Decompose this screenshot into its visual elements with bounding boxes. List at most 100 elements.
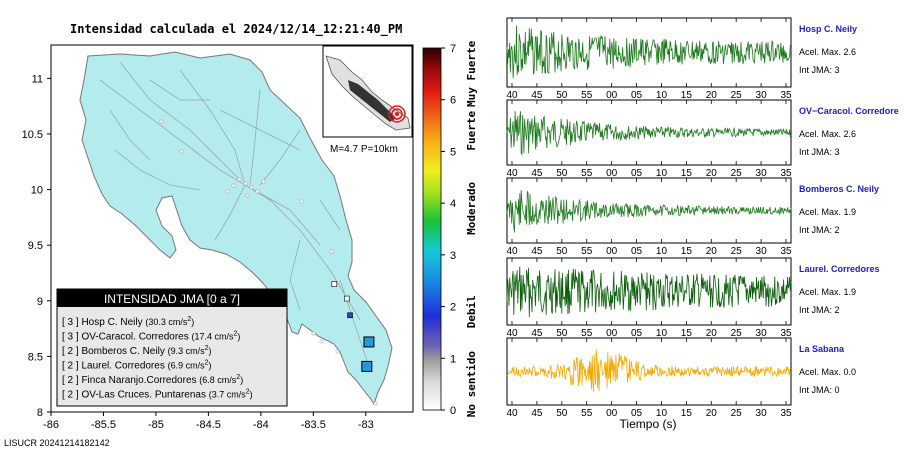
- seismogram-tick-label: 50: [556, 408, 568, 419]
- colorbar-tick-label: 3: [450, 250, 456, 262]
- seismogram-tick-label: 05: [631, 246, 643, 257]
- seismogram-tick-label: 10: [656, 90, 668, 101]
- map-ytick-label: 8.5: [28, 351, 43, 363]
- seismogram-tick-label: 40: [506, 408, 518, 419]
- seismogram-tick-label: 15: [681, 168, 693, 179]
- intensity-class-label: Fuerte: [465, 111, 478, 151]
- seismogram-tick-label: 10: [656, 246, 668, 257]
- seismogram-tick-label: 55: [581, 168, 593, 179]
- seismogram-tick-label: 20: [706, 168, 718, 179]
- seismogram-tick-label: 00: [606, 328, 618, 339]
- seismogram-tick-label: 55: [581, 408, 593, 419]
- intensity-class-label: Debil: [465, 295, 478, 328]
- station-name: Bomberos C. Neily: [799, 184, 879, 194]
- seismogram-trace: [506, 190, 792, 233]
- seismogram-tick-label: 25: [731, 408, 743, 419]
- intensity-class-label: No sentido: [465, 351, 478, 418]
- legend-row: [ 2 ] Bomberos C. Neily (9.3 cm/s2): [62, 345, 212, 357]
- footer-id: LISUCR 20241214182142: [4, 438, 110, 448]
- colorbar-tick-label: 0: [450, 405, 456, 417]
- seismogram-tick-label: 15: [681, 328, 693, 339]
- legend-row: [ 2 ] Laurel. Corredores (6.9 cm/s2): [62, 360, 212, 372]
- peak-acceleration: Acel. Max. 2.6: [799, 129, 856, 139]
- map-ytick-label: 10.5: [22, 129, 43, 141]
- colorbar-tick-label: 4: [450, 198, 456, 210]
- seismogram-tick-label: 45: [531, 168, 543, 179]
- station-marker: [361, 360, 373, 372]
- seismogram-panels: 40 45 50 55 00 05 10 15 20 25 30 35 Hosp C. Neily Ace…: [506, 17, 899, 419]
- map-ytick-label: 9.5: [28, 240, 43, 252]
- colorbar: 0 1 2 3 4 5 6 7 No sentido Debil Moderado Fuerte Mu…: [422, 40, 478, 418]
- seismogram-tick-label: 35: [780, 90, 792, 101]
- colorbar-tick-label: 7: [450, 43, 456, 55]
- station-marker: [331, 281, 338, 287]
- seismogram-tick-label: 35: [780, 246, 792, 257]
- map-xtick-label: -86: [43, 419, 59, 431]
- seismogram-tick-label: 40: [506, 90, 518, 101]
- seismogram-tick-label: 50: [556, 328, 568, 339]
- seismogram-tick-label: 45: [531, 246, 543, 257]
- map-xtick-label: -83: [358, 419, 374, 431]
- map-title: Intensidad calculada el 2024/12/14_12:21…: [70, 22, 403, 36]
- seismogram-tick-label: 55: [581, 90, 593, 101]
- seismogram-tick-label: 35: [780, 408, 792, 419]
- intensity-class-label: Moderado: [465, 181, 478, 234]
- seismogram-tick-label: 30: [756, 408, 768, 419]
- colorbar-tick-label: 2: [450, 302, 456, 314]
- seismogram-trace: [506, 25, 792, 79]
- station-name: Hosp C. Neily: [799, 24, 857, 34]
- map-xtick-label: -85.5: [91, 419, 116, 431]
- jma-intensity: Int JMA: 3: [799, 147, 840, 157]
- colorbar-tick-label: 1: [450, 353, 456, 365]
- seismogram-tick-label: 25: [731, 246, 743, 257]
- seismogram-tick-label: 50: [556, 246, 568, 257]
- seismogram-trace: [506, 349, 792, 392]
- station-name: OV−Caracol. Corredore: [799, 106, 899, 116]
- seismogram-tick-label: 35: [780, 168, 792, 179]
- seismogram-tick-label: 30: [756, 168, 768, 179]
- seismogram-tick-label: 05: [631, 408, 643, 419]
- seismogram-tick-label: 00: [606, 90, 618, 101]
- seismogram-tick-label: 00: [606, 408, 618, 419]
- intensity-legend: INTENSIDAD JMA [0 a 7] [ 3 ] Hosp C. Nei…: [56, 288, 288, 407]
- legend-row: [ 2 ] OV-Las Cruces. Puntarenas (3.7 cm/…: [62, 389, 253, 401]
- jma-intensity: Int JMA: 2: [799, 225, 840, 235]
- seismogram-tick-label: 25: [731, 168, 743, 179]
- station-marker: [344, 295, 350, 302]
- seismogram-tick-label: 05: [631, 168, 643, 179]
- costa-rica-landmass: [79, 51, 393, 406]
- inset-map: [322, 45, 413, 138]
- station-marker: [347, 312, 353, 319]
- peak-acceleration: Acel. Max. 1.9: [799, 287, 856, 297]
- intensity-class-label: Muy Fuerte: [465, 40, 478, 107]
- seismogram-tick-label: 55: [581, 246, 593, 257]
- seismogram-trace: [506, 111, 792, 156]
- seismogram-tick-label: 50: [556, 168, 568, 179]
- peak-acceleration: Acel. Max. 2.6: [799, 47, 856, 57]
- map-xtick-label: -85: [148, 419, 164, 431]
- colorbar-tick-label: 6: [450, 95, 456, 107]
- jma-intensity: Int JMA: 2: [799, 305, 840, 315]
- seismogram-tick-label: 45: [531, 90, 543, 101]
- legend-row: [ 2 ] Finca Naranjo.Corredores (6.8 cm/s…: [62, 374, 243, 386]
- map-xtick-label: -84: [253, 419, 269, 431]
- seismogram-tick-label: 30: [756, 328, 768, 339]
- jma-intensity: Int JMA: 0: [799, 385, 840, 395]
- seismogram-tick-label: 10: [656, 168, 668, 179]
- seismogram-tick-label: 40: [506, 168, 518, 179]
- seismogram-tick-label: 25: [731, 90, 743, 101]
- map-ytick-label: 11: [32, 73, 43, 85]
- seismogram-tick-label: 20: [706, 408, 718, 419]
- seismogram-tick-label: 00: [606, 168, 618, 179]
- peak-acceleration: Acel. Max. 1.9: [799, 207, 856, 217]
- seismogram-tick-label: 15: [681, 90, 693, 101]
- legend-row: [ 3 ] Hosp C. Neily (30.3 cm/s2): [62, 316, 194, 328]
- city-markers: [159, 119, 378, 406]
- seismogram-tick-label: 10: [656, 328, 668, 339]
- seismogram-tick-label: 45: [531, 408, 543, 419]
- seismogram-tick-label: 40: [506, 328, 518, 339]
- seismogram-tick-label: 20: [706, 90, 718, 101]
- map-xtick-label: -83.5: [301, 419, 326, 431]
- station-marker: [363, 336, 375, 348]
- station-name: Laurel. Corredores: [799, 264, 880, 274]
